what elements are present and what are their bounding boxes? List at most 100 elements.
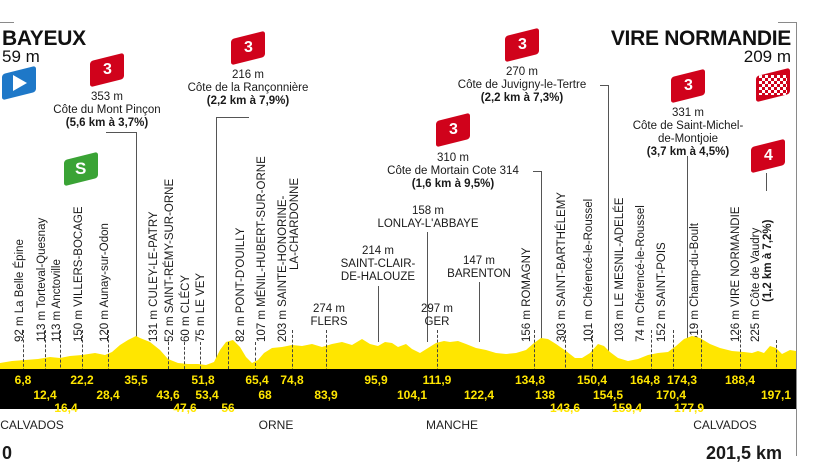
km-marker-line	[740, 330, 741, 386]
km-marker-line	[651, 330, 652, 386]
km-marker-line	[534, 330, 535, 386]
km-marker: 35,5	[124, 373, 148, 387]
region-label: CALVADOS	[693, 418, 757, 432]
km-marker: 95,9	[364, 373, 388, 387]
km-marker: 83,9	[314, 388, 338, 402]
waypoint-altitude: 147 m	[463, 255, 495, 267]
finish-town-name: VIRE NORMANDIE	[610, 27, 791, 50]
climb-category-badge: 3	[671, 68, 705, 104]
km-marker: 51,8	[191, 373, 215, 387]
leader-line	[411, 232, 428, 342]
climb-category-badge: 3	[90, 52, 124, 88]
waypoint-name: FLERS	[310, 316, 348, 328]
waypoint-flers: 274 m FLERS	[310, 303, 347, 329]
waypoint-label: (1,2 km à 7,2%)	[762, 219, 774, 302]
waypoint-barenton: 147 m BARENTON	[447, 255, 511, 281]
km-marker-line	[82, 330, 83, 386]
climb-info-mont-pincon: 353 m Côte du Mont Pinçon (5,6 km à 3,7%…	[53, 91, 160, 130]
climb-gradient: (2,2 km à 7,3%)	[480, 92, 564, 104]
start-town-name: BAYEUX	[2, 27, 86, 50]
km-marker-line	[673, 330, 674, 386]
leader-line	[106, 132, 137, 343]
km-marker: 174,3	[666, 373, 698, 387]
climb-category-badge: 3	[505, 27, 539, 63]
start-flag-icon	[2, 65, 36, 101]
waypoint-name: LONLAY-L'ABBAYE	[377, 218, 479, 230]
elevation-profile	[0, 336, 796, 370]
waypoint-label: LA-CHARDONNE	[289, 177, 301, 270]
climb-gradient: (2,2 km à 7,9%)	[206, 95, 290, 107]
climb-altitude: 310 m	[437, 152, 469, 164]
climb-info-ranconniere: 216 m Côte de la Rançonnière (2,2 km à 7…	[188, 69, 309, 108]
distance-bar	[0, 369, 796, 409]
intermediate-sprint-icon: S	[64, 151, 98, 187]
km-marker: 65,4	[245, 373, 269, 387]
km-marker-line	[701, 330, 702, 386]
km-marker: 43,6	[156, 388, 180, 402]
km-marker: 56	[221, 401, 235, 415]
region-label: MANCHE	[425, 418, 479, 432]
km-marker: 150,4	[576, 373, 608, 387]
waypoint-name: GER	[424, 316, 450, 328]
waypoint-name: DE-HALOUZE	[340, 271, 416, 283]
km-marker: 12,4	[33, 388, 57, 402]
leader-line	[378, 286, 379, 342]
climb-name: Côte du Mont Pinçon	[53, 104, 161, 116]
km-marker: 111,9	[422, 373, 452, 387]
km-marker: 68	[258, 388, 272, 402]
climb-altitude: 331 m	[672, 107, 704, 119]
waypoint-name: SAINT-CLAIR-	[340, 258, 416, 270]
climb-category-badge: 3	[231, 30, 265, 66]
waypoint-name: BARENTON	[447, 268, 511, 280]
km-marker: 16,4	[54, 401, 78, 415]
climb-altitude: 353 m	[91, 91, 123, 103]
climb-name: Côte de Juvigny-le-Tertre	[457, 79, 587, 91]
waypoint-altitude: 297 m	[421, 303, 453, 315]
region-label: ORNE	[258, 418, 294, 432]
km-marker: 154,5	[592, 388, 624, 402]
km-marker-line	[776, 340, 777, 396]
km-marker: 138	[534, 388, 556, 402]
frame-right	[796, 22, 797, 456]
climb-gradient: (5,6 km à 3,7%)	[65, 117, 149, 129]
waypoint-saint-clair: 214 m SAINT-CLAIR- DE-HALOUZE	[341, 245, 416, 284]
total-distance: 201,5 km	[706, 443, 783, 463]
waypoint-label: 52 m SAINT-RÉMY-SUR-ORNE	[164, 178, 176, 342]
climb-altitude: 270 m	[506, 66, 538, 78]
climb-category-badge: 4	[751, 138, 785, 174]
km-marker: 22,2	[70, 373, 94, 387]
km-marker-line	[60, 330, 61, 402]
km-marker-line	[565, 330, 566, 402]
climb-name: Côte de Saint-Michel-	[632, 120, 744, 132]
km-marker-line	[45, 330, 46, 386]
finish-altitude: 209 m	[743, 47, 791, 66]
start-distance: 0	[2, 443, 13, 463]
waypoint-lonlay: 158 m LONLAY-L'ABBAYE	[377, 205, 478, 231]
region-label: CALVADOS	[0, 418, 64, 432]
km-marker: 177,9	[673, 401, 705, 415]
km-marker-line	[255, 342, 256, 387]
km-marker: 170,4	[655, 388, 687, 402]
km-marker: 188,4	[724, 373, 756, 387]
climb-info-saint-michel: 331 m Côte de Saint-Michel- de-Montjoie …	[633, 107, 744, 159]
finish-flag-icon	[756, 67, 790, 103]
km-marker: 74,8	[280, 373, 304, 387]
km-marker: 197,1	[760, 388, 792, 402]
leader-line	[687, 156, 688, 342]
frame-top-right	[778, 22, 796, 23]
km-marker-line	[292, 330, 293, 386]
leader-line	[216, 117, 249, 358]
climb-gradient: (1,6 km à 9,5%)	[411, 178, 495, 190]
km-marker-line	[437, 330, 438, 386]
km-marker: 28,4	[96, 388, 120, 402]
climb-category-badge: 3	[436, 112, 470, 148]
km-marker: 122,4	[463, 388, 495, 402]
climb-name: Côte de la Rançonnière	[187, 82, 309, 94]
leader-line	[766, 173, 767, 191]
climb-name: Côte de Mortain Cote 314	[387, 165, 519, 177]
km-marker: 53,4	[195, 388, 219, 402]
start-altitude: 59 m	[2, 47, 40, 66]
leader-line	[479, 282, 480, 342]
sprint-label: S	[75, 159, 87, 178]
climb-altitude: 216 m	[232, 69, 264, 81]
